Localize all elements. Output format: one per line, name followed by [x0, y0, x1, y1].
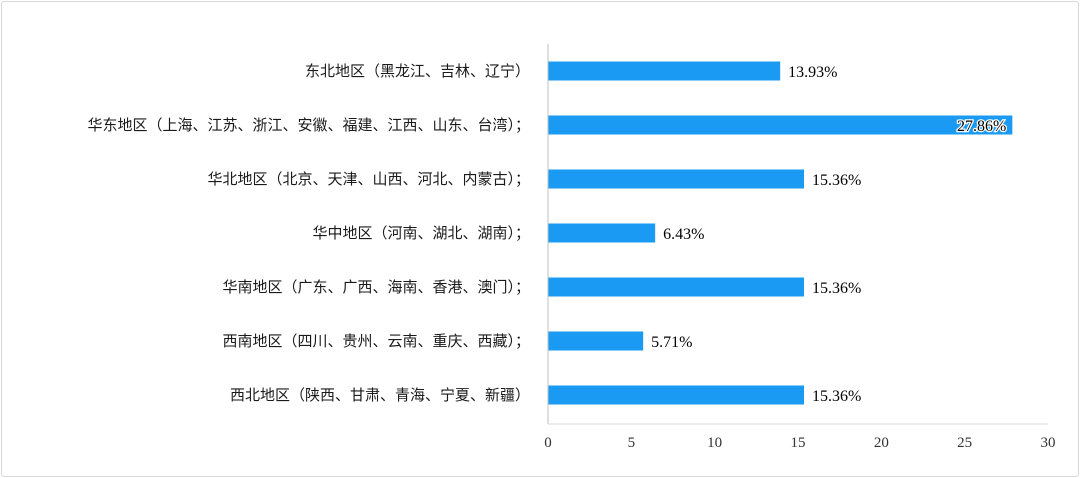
category-label-1: 东北地区（黑龙江、吉林、辽宁）: [305, 62, 530, 80]
category-label-4: 华中地区（河南、湖北、湖南）；: [312, 224, 530, 242]
data-label-7: 15.36%: [812, 388, 861, 405]
x-tick-label-15: 15: [791, 435, 806, 451]
bar-1: [548, 61, 781, 81]
data-label-2: 27.86%: [957, 118, 1006, 135]
data-label-1: 13.93%: [788, 64, 837, 81]
bar-3: [548, 169, 804, 189]
data-label-5: 15.36%: [812, 280, 861, 297]
x-tick-label-30: 30: [1041, 435, 1056, 451]
x-tick-label-5: 5: [628, 435, 636, 451]
bar-4: [548, 223, 656, 243]
data-label-3: 15.36%: [812, 172, 861, 189]
data-label-4: 6.43%: [663, 226, 704, 243]
x-tick-label-10: 10: [707, 435, 722, 451]
bar-6: [548, 331, 644, 351]
bar-7: [548, 385, 804, 405]
x-tick-label-25: 25: [957, 435, 972, 451]
data-label-6: 5.71%: [651, 334, 692, 351]
bar-5: [548, 277, 804, 297]
category-label-7: 西北地区（陕西、甘肃、青海、宁夏、新疆）: [230, 386, 530, 404]
bar-2: [548, 115, 1013, 135]
category-label-5: 华南地区（广东、广西、海南、香港、澳门）；: [222, 278, 530, 296]
x-tick-label-0: 0: [544, 435, 552, 451]
category-label-2: 华东地区（上海、江苏、浙江、安徽、福建、江西、山东、台湾）；: [87, 116, 530, 134]
category-label-6: 西南地区（四川、贵州、云南、重庆、西藏）；: [222, 332, 530, 350]
category-label-3: 华北地区（北京、天津、山西、河北、内蒙古）；: [207, 170, 530, 188]
x-tick-label-20: 20: [874, 435, 889, 451]
